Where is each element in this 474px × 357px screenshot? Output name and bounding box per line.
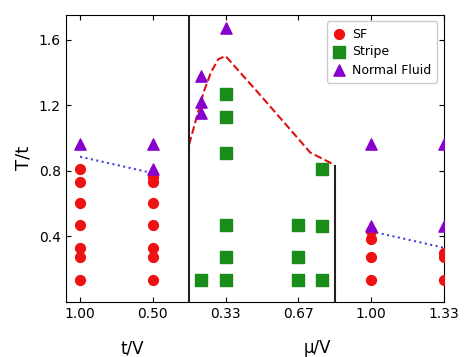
Normal Fluid bbox=[367, 223, 375, 229]
SF bbox=[149, 201, 156, 206]
Normal Fluid bbox=[149, 142, 156, 147]
SF bbox=[149, 277, 156, 283]
Normal Fluid bbox=[222, 25, 229, 31]
Stripe bbox=[294, 222, 302, 227]
SF bbox=[76, 222, 84, 227]
Y-axis label: T/t: T/t bbox=[15, 146, 33, 171]
Stripe bbox=[319, 166, 326, 172]
Stripe bbox=[222, 91, 229, 96]
Normal Fluid bbox=[198, 99, 205, 105]
Normal Fluid bbox=[440, 142, 447, 147]
Stripe bbox=[294, 255, 302, 260]
Normal Fluid bbox=[367, 142, 375, 147]
Stripe bbox=[222, 114, 229, 120]
SF bbox=[440, 250, 447, 255]
SF bbox=[76, 179, 84, 185]
SF bbox=[149, 222, 156, 227]
Normal Fluid bbox=[198, 110, 205, 116]
Stripe bbox=[319, 223, 326, 229]
SF bbox=[76, 166, 84, 172]
Stripe bbox=[222, 222, 229, 227]
SF bbox=[76, 277, 84, 283]
Stripe bbox=[222, 255, 229, 260]
Normal Fluid bbox=[198, 73, 205, 79]
Stripe bbox=[222, 150, 229, 156]
Text: μ/V: μ/V bbox=[304, 340, 331, 357]
SF bbox=[440, 277, 447, 283]
SF bbox=[76, 201, 84, 206]
SF bbox=[76, 245, 84, 251]
SF bbox=[367, 277, 375, 283]
SF bbox=[367, 255, 375, 260]
SF bbox=[367, 228, 375, 234]
SF bbox=[149, 174, 156, 180]
Stripe bbox=[198, 277, 205, 283]
SF bbox=[149, 245, 156, 251]
Stripe bbox=[294, 277, 302, 283]
SF bbox=[367, 237, 375, 242]
Stripe bbox=[319, 277, 326, 283]
Stripe bbox=[222, 277, 229, 283]
Legend: SF, Stripe, Normal Fluid: SF, Stripe, Normal Fluid bbox=[327, 21, 438, 83]
Normal Fluid bbox=[149, 166, 156, 172]
SF bbox=[149, 179, 156, 185]
Text: t/V: t/V bbox=[121, 340, 145, 357]
SF bbox=[76, 255, 84, 260]
Normal Fluid bbox=[440, 223, 447, 229]
Normal Fluid bbox=[76, 142, 84, 147]
SF bbox=[440, 255, 447, 260]
SF bbox=[149, 255, 156, 260]
